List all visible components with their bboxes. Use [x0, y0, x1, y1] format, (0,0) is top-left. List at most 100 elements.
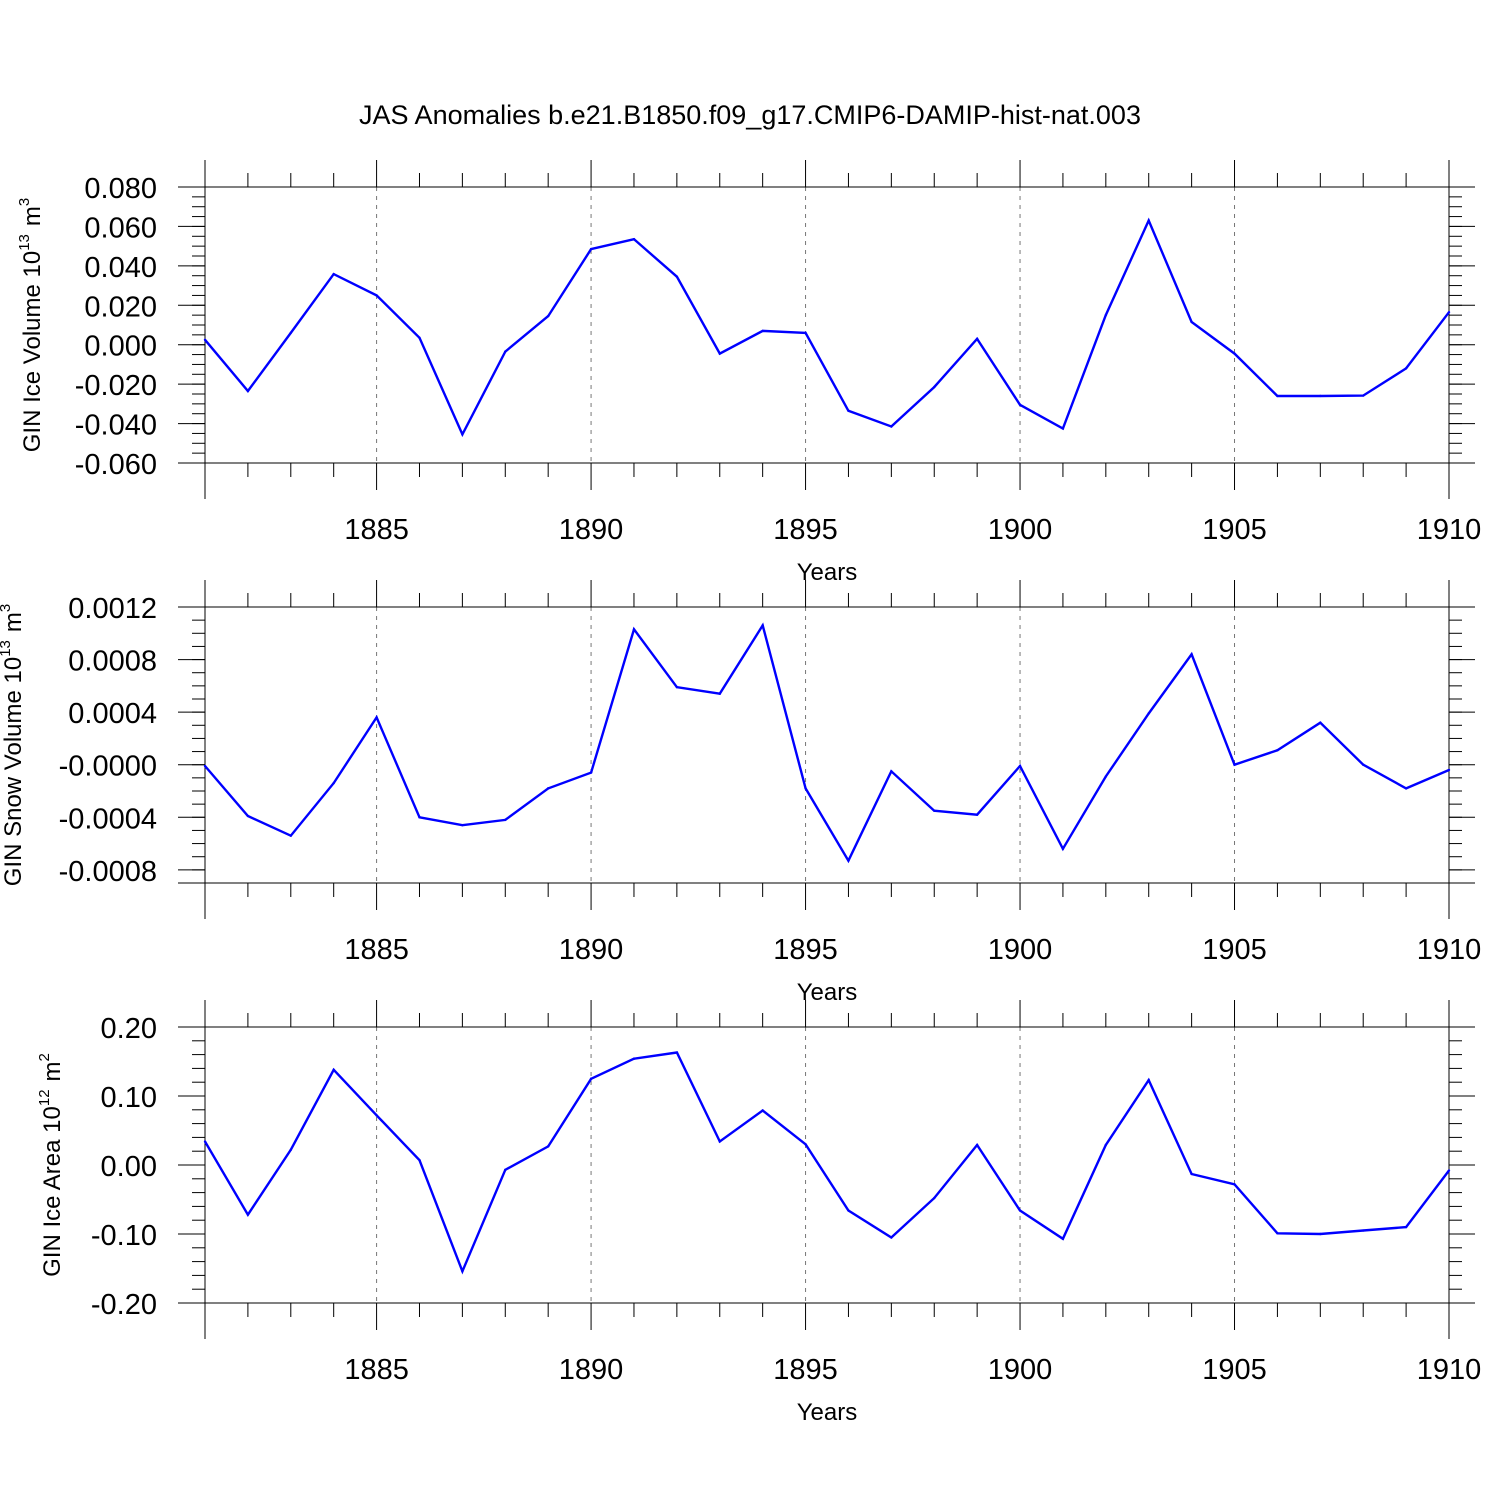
y-tick-label: 0.020: [84, 291, 157, 323]
data-point: [632, 238, 636, 241]
y-tick-label: 0.080: [84, 173, 157, 205]
data-point: [933, 385, 936, 389]
y-tick-label: 0.10: [101, 1082, 157, 1114]
y-axis-label-unit: m: [19, 206, 46, 226]
data-point: [589, 1077, 593, 1080]
data-point: [289, 331, 292, 335]
data-point: [1147, 219, 1150, 222]
data-point: [246, 814, 250, 818]
data-point: [1404, 1225, 1408, 1229]
data-point: [632, 1057, 636, 1060]
data-point: [1276, 749, 1279, 752]
data-point: [1061, 427, 1065, 430]
x-tick-label: 1895: [773, 514, 838, 546]
data-point: [1190, 1172, 1193, 1176]
x-tick-label: 1910: [1417, 1354, 1482, 1386]
y-axis-label-text: GIN Ice Area 10: [39, 1106, 66, 1277]
data-point: [1018, 1209, 1022, 1212]
data-point: [890, 1236, 893, 1239]
y-tick-label: 0.0012: [68, 593, 157, 625]
data-point: [1276, 1232, 1279, 1235]
data-point: [546, 314, 550, 318]
data-point: [718, 692, 721, 695]
y-tick-label: -0.060: [75, 449, 157, 481]
data-point: [1233, 352, 1236, 355]
data-point: [718, 352, 721, 355]
data-point: [1362, 1229, 1365, 1232]
data-point: [1190, 320, 1193, 324]
data-point: [1404, 787, 1408, 790]
y-axis-label-unit-exponent: 2: [36, 1053, 53, 1061]
panels: 0.080 0.060 0.040 0.020 0.000 -0.020 -0.040 -0.…: [0, 160, 1481, 1426]
x-tick-label: 1890: [559, 1354, 624, 1386]
y-tick-label: 0.040: [84, 252, 157, 284]
data-point: [1447, 1169, 1451, 1172]
y-tick-label: 0.000: [84, 331, 157, 363]
y-tick-label: -0.20: [91, 1289, 157, 1321]
data-point: [1061, 847, 1065, 851]
data-point: [1104, 313, 1108, 317]
y-axis-label-text: GIN Snow Volume 10: [0, 657, 27, 886]
data-point: [289, 834, 292, 837]
data-point: [804, 787, 807, 790]
series-line: [203, 1051, 1450, 1275]
data-point: [933, 1196, 936, 1200]
data-point: [675, 275, 679, 278]
y-tick-label: -0.0004: [59, 803, 157, 835]
x-tick-label: 1900: [988, 1354, 1053, 1386]
y-axis-label-unit-exponent: 3: [0, 604, 14, 612]
x-tick-label: 1905: [1202, 1354, 1267, 1386]
data-point: [890, 770, 893, 773]
data-point: [246, 389, 250, 393]
data-point: [804, 1143, 807, 1146]
data-point: [1104, 775, 1108, 778]
x-tick-label: 1910: [1417, 514, 1482, 546]
data-point: [933, 809, 936, 812]
y-tick-label: 0.20: [101, 1013, 157, 1045]
data-point: [1447, 310, 1451, 314]
x-tick-label: 1885: [344, 1354, 409, 1386]
data-point: [1061, 1237, 1065, 1241]
data-point: [1104, 1143, 1108, 1147]
data-point: [289, 1148, 292, 1152]
x-tick-label: 1895: [773, 934, 838, 966]
data-point: [546, 787, 550, 790]
data-point: [1362, 394, 1365, 397]
data-point: [1404, 367, 1408, 370]
data-point: [418, 816, 421, 819]
y-axis-label-exponent: 12: [36, 1089, 53, 1106]
data-point: [761, 1109, 764, 1112]
data-point: [203, 338, 207, 341]
data-point: [804, 331, 807, 335]
data-point: [761, 329, 764, 333]
y-tick-label: 0.0004: [68, 698, 157, 730]
data-point: [332, 781, 335, 785]
data-point: [504, 818, 507, 822]
data-point: [332, 272, 335, 276]
data-point: [1018, 403, 1022, 407]
data-point: [1276, 394, 1279, 398]
x-tick-label: 1900: [988, 514, 1053, 546]
data-point: [675, 1051, 679, 1054]
data-point: [1018, 764, 1022, 768]
x-tick-label: 1895: [773, 1354, 838, 1386]
data-point: [375, 716, 378, 719]
data-point: [847, 859, 850, 862]
series-line: [204, 622, 1450, 864]
data-point: [461, 823, 464, 827]
y-axis-label: GIN Snow Volume 1013 m3: [0, 604, 27, 886]
x-tick-label: 1890: [559, 934, 624, 966]
data-point: [1147, 1078, 1150, 1082]
data-point: [1447, 768, 1451, 772]
data-point: [589, 247, 593, 251]
data-point: [546, 1145, 550, 1148]
y-tick-label: -0.0008: [59, 856, 157, 888]
y-tick-label: 0.0008: [68, 646, 157, 678]
data-point: [418, 1158, 421, 1162]
data-point: [1147, 712, 1150, 715]
data-point: [847, 409, 850, 412]
data-point: [718, 1140, 721, 1143]
data-point: [246, 1213, 250, 1216]
y-axis-label-exponent: 13: [16, 234, 33, 251]
